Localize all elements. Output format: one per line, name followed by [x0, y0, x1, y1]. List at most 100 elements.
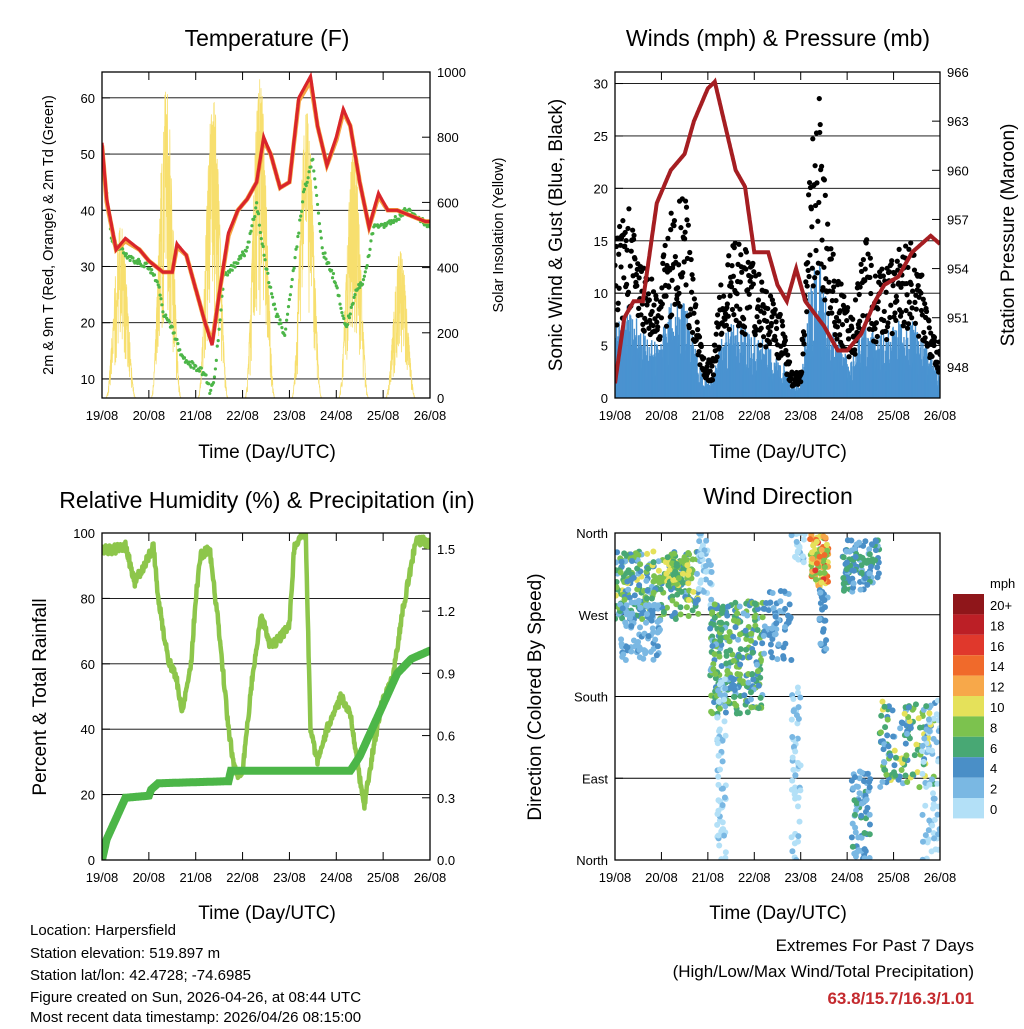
gust-point — [804, 283, 810, 289]
direction-point — [695, 610, 702, 617]
direction-point — [796, 533, 803, 537]
direction-point — [630, 574, 637, 581]
gust-point — [723, 322, 730, 328]
dewpoint-point — [245, 245, 249, 249]
gust-point — [712, 342, 718, 348]
direction-point — [933, 739, 940, 746]
direction-point — [656, 574, 663, 581]
direction-point — [679, 570, 686, 577]
gust-point — [830, 251, 836, 257]
dewpoint-point — [204, 373, 208, 377]
direction-point — [718, 662, 725, 669]
gust-point — [905, 321, 912, 327]
direction-point — [795, 833, 802, 840]
direction-point — [788, 716, 795, 723]
gust-point — [773, 337, 779, 343]
direction-point — [866, 546, 873, 553]
gust-point — [922, 335, 928, 341]
y-tick-label: North — [576, 853, 608, 868]
gust-point — [823, 276, 829, 282]
gust-point — [646, 297, 652, 303]
gust-point — [807, 252, 813, 258]
direction-point — [731, 693, 738, 700]
direction-point — [769, 590, 776, 597]
gust-point — [737, 306, 743, 312]
gust-point — [621, 275, 627, 281]
y-tick-label: North — [576, 526, 608, 541]
gust-point — [716, 294, 723, 300]
gust-point — [622, 243, 628, 249]
gust-point — [721, 293, 727, 299]
gust-point — [784, 371, 790, 377]
gust-point — [747, 304, 753, 310]
gust-point — [894, 258, 900, 264]
direction-point — [720, 826, 727, 833]
dewpoint-point — [194, 364, 198, 368]
gust-point — [913, 306, 919, 312]
gust-point — [765, 305, 771, 312]
direction-point — [800, 536, 807, 543]
direction-point — [925, 716, 932, 723]
winds-title: Winds (mph) & Pressure (mb) — [626, 25, 930, 51]
direction-point — [823, 541, 830, 548]
gust-point — [827, 305, 834, 311]
dewpoint-point — [250, 224, 254, 228]
dewpoint-point — [358, 285, 362, 290]
direction-point — [650, 559, 657, 566]
dewpoint-point — [288, 293, 292, 297]
dewpoint-point — [124, 252, 128, 256]
gust-point — [858, 268, 865, 275]
direction-point — [741, 692, 748, 699]
direction-point — [903, 752, 910, 759]
gust-point — [693, 337, 699, 343]
gust-point — [653, 296, 659, 302]
direction-point — [711, 614, 718, 621]
direction-point — [843, 559, 850, 566]
gust-point — [814, 180, 820, 186]
dewpoint-point — [315, 202, 320, 207]
gust-point — [905, 264, 911, 271]
direction-point — [934, 811, 940, 818]
gust-point — [918, 307, 925, 314]
gust-point — [661, 252, 667, 258]
direction-point — [795, 704, 802, 711]
gust-point — [655, 324, 661, 330]
direction-point — [817, 640, 824, 647]
direction-point — [792, 795, 799, 802]
latlon-text: Station lat/lon: 42.4728; -74.6985 — [30, 967, 251, 984]
direction-point — [733, 702, 740, 709]
dewpoint-point — [199, 366, 203, 370]
direction-point — [628, 558, 635, 565]
dewpoint-point — [164, 313, 168, 317]
direction-point — [769, 636, 776, 643]
dewpoint-point — [320, 246, 324, 250]
direction-point — [781, 624, 788, 631]
legend-swatch — [953, 634, 984, 656]
gust-point — [885, 320, 891, 326]
gust-point — [852, 297, 859, 303]
dewpoint-point — [191, 361, 195, 365]
dewpoint-point — [217, 327, 221, 331]
direction-point — [821, 597, 828, 604]
dewpoint-point — [261, 244, 265, 249]
dewpoint-point — [306, 176, 310, 180]
direction-point — [769, 654, 776, 661]
dewpoint-point — [214, 358, 218, 362]
gust-point — [810, 283, 816, 289]
dewpoint-point — [192, 366, 196, 370]
direction-point — [851, 546, 858, 553]
direction-point — [757, 674, 764, 681]
gust-point — [743, 266, 749, 272]
gust-point — [625, 225, 631, 232]
dewpoint-point — [242, 254, 247, 258]
x-tick-label: 23/08 — [784, 870, 817, 885]
direction-point — [639, 610, 646, 617]
gust-point — [734, 303, 740, 309]
direction-point — [757, 694, 764, 701]
dewpoint-point — [331, 271, 336, 276]
direction-point — [751, 614, 758, 621]
direction-point — [884, 732, 891, 739]
direction-point — [615, 559, 620, 566]
direction-point — [930, 801, 937, 808]
direction-point — [748, 637, 755, 644]
